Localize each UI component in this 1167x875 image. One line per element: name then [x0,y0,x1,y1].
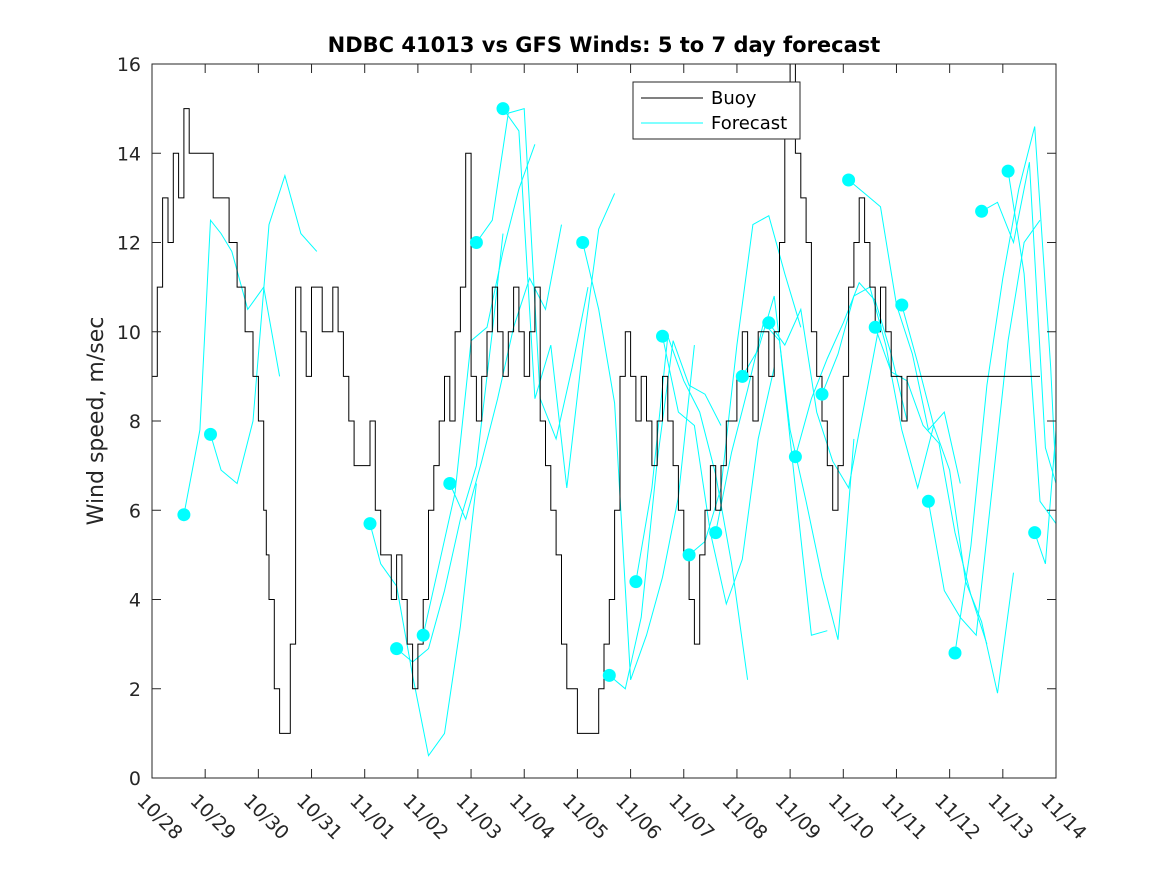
forecast-line-6 [475,107,589,441]
forecast-start-marker [735,369,749,383]
forecast-start-marker [762,316,776,330]
forecast-line-0 [183,218,281,515]
forecast-line-2 [369,483,477,757]
forecast-line-13 [715,321,828,636]
forecast-line-3 [396,233,504,663]
forecast-start-marker [868,320,882,334]
legend-box [632,81,801,140]
y-tick-label: 10 [117,322,141,344]
legend-buoy-label: Buoy [711,88,757,109]
forecast-start-marker [975,204,989,218]
legend: Buoy Forecast [632,81,801,140]
forecast-line-4 [422,144,536,636]
forecast-start-marker [204,427,217,441]
forecast-start-marker [842,173,856,187]
forecast-line-8 [582,242,695,680]
forecast-line-15 [768,307,881,490]
y-tick-label: 6 [129,500,141,522]
forecast-start-marker [416,628,430,642]
legend-forecast-label: Forecast [711,113,787,134]
plot-lines [152,63,1057,757]
forecast-start-marker [1028,526,1042,540]
forecast-line-14 [741,295,855,640]
forecast-line-20 [901,304,1014,694]
forecast-start-marker [815,387,829,401]
forecast-start-marker [921,494,935,508]
forecast-start-marker [682,548,696,562]
forecast-start-marker [496,102,510,116]
forecast-start-marker [709,526,723,540]
forecast-line-17 [821,286,935,490]
forecast-start-marker [177,508,191,522]
y-axis-label: Wind speed, m/sec [84,317,109,526]
forecast-start-marker [363,517,377,531]
forecast-start-marker [443,477,457,490]
forecast-line-7 [502,108,616,488]
y-tick-label: 8 [129,411,141,433]
forecast-start-marker [390,642,404,656]
forecast-start-marker [948,646,962,660]
forecast-start-marker [788,450,802,464]
forecast-line-23 [981,162,1057,484]
forecast-line-16 [794,281,908,457]
forecast-line-12 [688,214,802,556]
forecast-line-19 [874,327,988,645]
y-tick-label: 4 [129,590,141,612]
forecast-start-marker [895,298,909,312]
forecast-line-18 [848,179,961,484]
forecast-start-marker [1001,164,1015,178]
y-tick-label: 2 [129,679,141,701]
y-tick-label: 14 [117,143,141,165]
chart-title: NDBC 41013 vs GFS Winds: 5 to 7 day fore… [328,33,881,57]
forecast-start-marker [576,236,590,249]
forecast-line-10 [635,336,749,680]
forecast-start-marker [656,329,669,343]
y-axis: 0 2 4 6 8 10 12 14 16 [117,54,1056,790]
forecast-start-marker [469,236,483,249]
forecast-line-25 [1034,429,1057,564]
forecast-line-5 [449,224,562,521]
forecast-start-marker [602,668,616,682]
y-tick-label: 12 [117,233,141,255]
forecast-line-22 [954,126,1057,654]
buoy-line [152,63,1040,734]
forecast-start-marker [629,575,643,589]
plot-markers [177,102,1042,682]
forecast-line-24 [1007,171,1057,524]
forecast-line-9 [608,340,722,690]
forecast-line-1 [210,173,318,485]
y-tick-label: 0 [129,768,141,790]
forecast-line-11 [662,336,775,606]
y-tick-label: 16 [117,54,141,76]
